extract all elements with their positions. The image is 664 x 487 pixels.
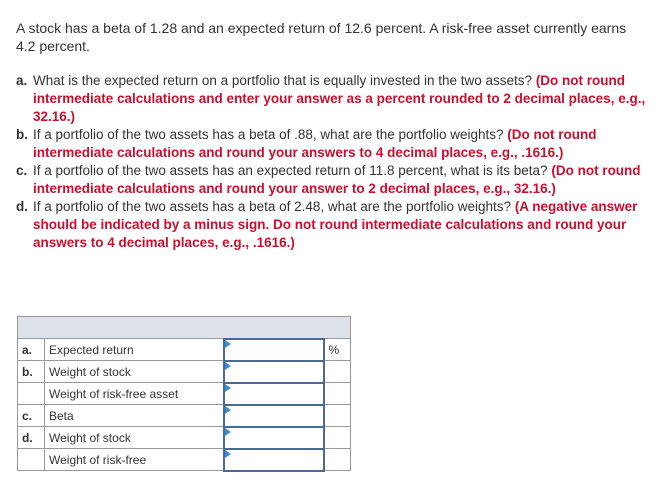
question-instruction: (Do not round intermediate calculations … bbox=[33, 73, 646, 124]
table-row: Weight of risk-free bbox=[17, 447, 351, 472]
question-text: If a portfolio of the two assets has a b… bbox=[33, 127, 504, 142]
row-letter: b. bbox=[17, 360, 45, 383]
input-marker-icon bbox=[224, 383, 231, 392]
input-marker-icon bbox=[224, 427, 231, 436]
answer-input[interactable] bbox=[224, 406, 323, 425]
question-letter: c. bbox=[16, 163, 28, 178]
answer-table: a. Expected return% b. Weight of stock Weigh… bbox=[17, 316, 351, 472]
question-text: What is the expected return on a portfol… bbox=[33, 73, 533, 88]
row-label: Beta bbox=[44, 404, 224, 427]
question-text: If a portfolio of the two assets has a b… bbox=[33, 199, 512, 214]
row-unit: % bbox=[323, 338, 351, 361]
question-instruction: (A negative answer should be indicated b… bbox=[33, 199, 638, 250]
row-unit bbox=[323, 448, 351, 471]
row-label: Weight of risk-free bbox=[44, 448, 224, 471]
table-row: d. Weight of stock bbox=[17, 425, 351, 450]
question-text: If a portfolio of the two assets has an … bbox=[33, 163, 548, 178]
row-label: Weight of risk-free asset bbox=[44, 382, 224, 405]
input-marker-icon bbox=[224, 361, 231, 370]
table-row: Weight of risk-free asset bbox=[17, 381, 351, 406]
question-0: a. What is the expected return on a portf… bbox=[16, 72, 646, 126]
answer-input[interactable] bbox=[224, 450, 323, 469]
question-1: b. If a portfolio of the two assets has a… bbox=[16, 126, 646, 162]
answer-input[interactable] bbox=[224, 362, 323, 381]
row-letter: c. bbox=[17, 404, 45, 427]
row-letter: a. bbox=[17, 338, 45, 361]
table-row: c. Beta bbox=[17, 403, 351, 428]
table-row: b. Weight of stock bbox=[17, 359, 351, 384]
row-unit bbox=[323, 426, 351, 449]
row-label: Weight of stock bbox=[44, 360, 224, 383]
answer-input[interactable] bbox=[224, 340, 323, 359]
row-letter bbox=[17, 448, 45, 471]
answer-input[interactable] bbox=[224, 428, 323, 447]
input-marker-icon bbox=[224, 339, 231, 348]
question-letter: b. bbox=[16, 127, 28, 142]
table-row: a. Expected return% bbox=[17, 337, 351, 362]
row-letter: d. bbox=[17, 426, 45, 449]
problem-intro: A stock has a beta of 1.28 and an expect… bbox=[16, 20, 627, 54]
row-unit bbox=[323, 404, 351, 427]
row-label: Weight of stock bbox=[44, 426, 224, 449]
question-instruction: (Do not round intermediate calculations … bbox=[33, 127, 597, 160]
question-2: c. If a portfolio of the two assets has a… bbox=[16, 162, 646, 198]
question-instruction: (Do not round intermediate calculations … bbox=[33, 163, 641, 196]
question-letter: d. bbox=[16, 199, 28, 214]
input-marker-icon bbox=[224, 405, 231, 414]
row-unit bbox=[323, 360, 351, 383]
answer-input[interactable] bbox=[224, 384, 323, 403]
row-label: Expected return bbox=[44, 338, 224, 361]
row-unit bbox=[323, 382, 351, 405]
question-3: d. If a portfolio of the two assets has a… bbox=[16, 198, 646, 252]
question-letter: a. bbox=[16, 73, 28, 88]
question-list: a. What is the expected return on a portf… bbox=[16, 72, 646, 252]
table-header-row bbox=[17, 316, 351, 339]
input-marker-icon bbox=[224, 449, 231, 458]
row-letter bbox=[17, 382, 45, 405]
